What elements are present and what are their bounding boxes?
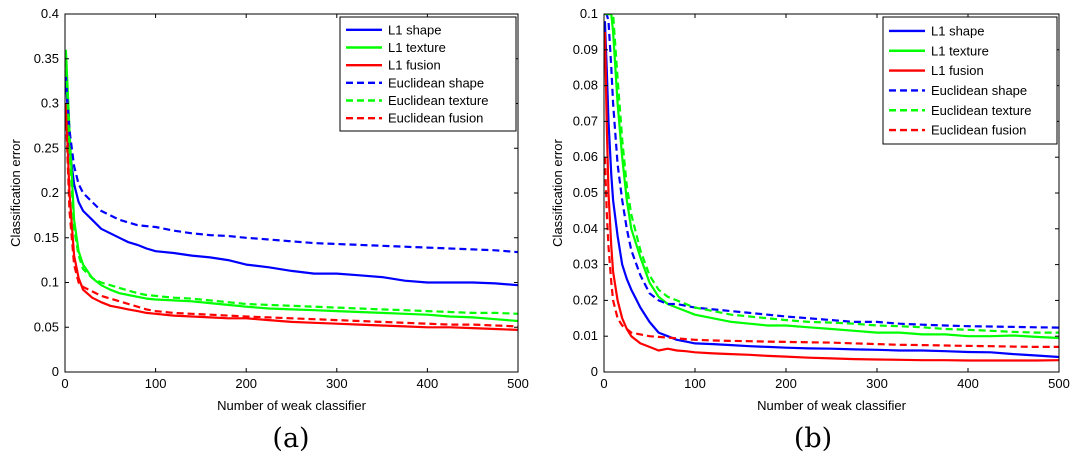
x-tick-label: 200 xyxy=(775,376,797,391)
series-line-l1-fusion xyxy=(65,103,518,331)
x-tick-label: 300 xyxy=(866,376,888,391)
legend-entry: Euclidean fusion xyxy=(388,111,483,126)
y-tick-label: 0.35 xyxy=(34,51,59,66)
x-tick-label: 200 xyxy=(235,376,257,391)
legend-entry: Euclidean texture xyxy=(931,103,1031,118)
panel-a-plot: 0 100 200 300 400 500 0 0.05 0.1 0.15 0.2 0.25 0.3 0.… xyxy=(8,6,529,413)
x-tick-label: 0 xyxy=(61,376,68,391)
series-line-euclidean-shape xyxy=(604,14,1059,329)
y-tick-label: 0.2 xyxy=(41,185,59,200)
y-axis-label: Classification error xyxy=(8,139,23,247)
y-tick-label: 0.06 xyxy=(573,149,598,164)
legend-entry: Euclidean fusion xyxy=(931,123,1026,138)
x-tick-label: 400 xyxy=(417,376,439,391)
y-tick-label: 0.3 xyxy=(41,96,59,111)
legend: L1 shape L1 texture L1 fusion Euclidean sha… xyxy=(339,16,517,132)
x-axis-label: Number of weak classifier xyxy=(217,398,366,413)
y-tick-label: 0.1 xyxy=(580,6,598,21)
legend-entry: L1 texture xyxy=(931,43,989,58)
series-line-euclidean-texture xyxy=(65,58,518,315)
x-tick-label: 100 xyxy=(684,376,706,391)
y-tick-label: 0.15 xyxy=(34,230,59,245)
series-line-l1-texture xyxy=(604,14,1059,340)
legend-entry: L1 fusion xyxy=(388,58,441,73)
y-axis-label: Classification error xyxy=(550,139,565,247)
y-tick-label: 0 xyxy=(52,364,59,379)
legend-box xyxy=(339,16,517,132)
x-tick-label: 300 xyxy=(326,376,348,391)
legend-entry: Euclidean texture xyxy=(388,93,488,108)
series-lines xyxy=(65,49,518,331)
y-tick-label: 0.08 xyxy=(573,78,598,93)
x-tick-label: 500 xyxy=(507,376,529,391)
series-lines xyxy=(604,14,1059,362)
x-tick-label: 0 xyxy=(600,376,607,391)
y-tick-label: 0.02 xyxy=(573,292,598,307)
panel-b: 0 100 200 300 400 500 0 0.01 0.02 0.03 0.04 0.05 0.0… xyxy=(550,6,1070,454)
x-tick-label: 500 xyxy=(1048,376,1070,391)
y-tick-label: 0.04 xyxy=(573,221,598,236)
legend-entry: L1 texture xyxy=(388,40,446,55)
y-tick-label: 0.25 xyxy=(34,140,59,155)
series-line-l1-shape xyxy=(65,76,518,287)
series-line-euclidean-fusion xyxy=(604,157,1059,348)
series-line-euclidean-fusion xyxy=(65,112,518,328)
panel-b-plot: 0 100 200 300 400 500 0 0.01 0.02 0.03 0.04 0.05 0.0… xyxy=(550,6,1070,413)
y-tick-label: 0.09 xyxy=(573,42,598,57)
x-tick-label: 400 xyxy=(957,376,979,391)
series-line-euclidean-texture xyxy=(604,14,1059,334)
y-tick-label: 0.03 xyxy=(573,257,598,272)
legend-entry: L1 fusion xyxy=(931,63,984,78)
x-axis-label: Number of weak classifier xyxy=(757,398,906,413)
legend-entry: L1 shape xyxy=(931,23,985,38)
series-line-euclidean-shape xyxy=(65,76,518,254)
y-tick-label: 0.05 xyxy=(573,185,598,200)
series-line-l1-shape xyxy=(604,21,1059,359)
legend-entry: Euclidean shape xyxy=(931,83,1027,98)
legend-box xyxy=(882,16,1058,145)
panel-a-label: (a) xyxy=(272,423,309,454)
y-tick-label: 0 xyxy=(591,364,598,379)
y-tick-label: 0.1 xyxy=(41,275,59,290)
legend: L1 shape L1 texture L1 fusion Euclidean sha… xyxy=(882,16,1058,145)
y-tick-label: 0.4 xyxy=(41,6,59,21)
y-tick-label: 0.05 xyxy=(34,319,59,334)
legend-entry: L1 shape xyxy=(388,22,442,37)
x-tick-label: 100 xyxy=(145,376,167,391)
series-line-l1-fusion xyxy=(604,31,1059,362)
y-tick-label: 0.01 xyxy=(573,328,598,343)
y-tick-label: 0.07 xyxy=(573,113,598,128)
legend-entry: Euclidean shape xyxy=(388,75,484,90)
panel-a: 0 100 200 300 400 500 0 0.05 0.1 0.15 0.2 0.25 0.3 0.… xyxy=(8,6,529,454)
panel-b-label: (b) xyxy=(794,423,832,454)
